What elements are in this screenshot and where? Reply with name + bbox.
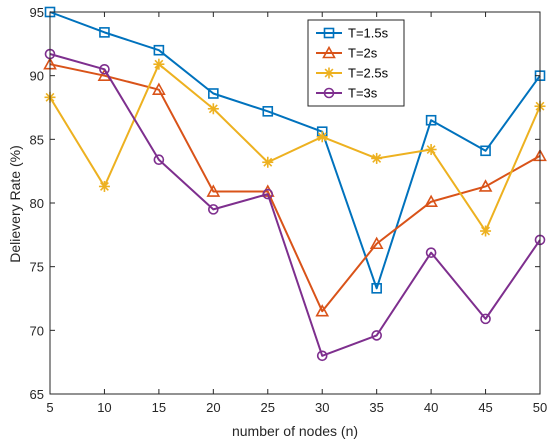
data-point (208, 88, 219, 99)
data-point (480, 225, 492, 237)
plot-area (43, 6, 547, 362)
legend-marker (323, 67, 335, 79)
legend-label: T=3s (348, 86, 378, 101)
x-tick-label: 30 (315, 400, 329, 415)
y-tick-label: 95 (30, 5, 44, 20)
legend-marker (323, 27, 335, 39)
legend-label: T=1.5s (348, 26, 389, 41)
data-point (371, 152, 383, 164)
data-point (98, 180, 110, 192)
x-tick-label: 20 (206, 400, 220, 415)
data-point (316, 131, 328, 143)
data-point (425, 144, 437, 156)
data-point (99, 27, 110, 38)
legend-item: T=2.5s (316, 66, 389, 81)
data-point (480, 145, 491, 157)
data-point (316, 350, 328, 362)
data-point (262, 188, 274, 200)
data-point (371, 283, 382, 294)
legend-item: T=1.5s (316, 26, 389, 41)
axes: 5 10 15 20 25 30 35 40 45 50 65 70 75 80 85 90 95 (30, 5, 548, 415)
legend-item: T=3s (316, 86, 378, 101)
x-tick-label: 5 (46, 400, 53, 415)
data-point (425, 247, 437, 258)
legend-label: T=2s (348, 46, 378, 61)
y-axis-label: Delievery Rate (%) (7, 145, 23, 262)
data-point (480, 313, 491, 325)
data-point (371, 330, 382, 341)
legend-marker (323, 87, 335, 99)
x-tick-label: 40 (424, 400, 438, 415)
data-point (153, 44, 165, 56)
data-point (153, 58, 165, 70)
x-tick-label: 15 (152, 400, 166, 415)
legend: T=1.5s T=2s T=2.5s T=3s (307, 19, 405, 107)
data-point (478, 179, 493, 192)
series-line (49, 63, 541, 313)
series-T=2s (43, 57, 547, 317)
legend-item: T=2s (316, 46, 378, 61)
series-line (49, 53, 541, 357)
data-point (262, 156, 274, 168)
y-tick-label: 80 (30, 196, 44, 211)
data-point (153, 154, 165, 166)
data-point (262, 106, 274, 117)
data-point (207, 103, 219, 115)
y-tick-label: 75 (30, 260, 44, 275)
y-tick-label: 90 (30, 69, 44, 84)
x-tick-label: 45 (478, 400, 492, 415)
x-tick-label: 10 (97, 400, 111, 415)
data-point (424, 194, 438, 208)
y-tick-label: 85 (30, 132, 44, 147)
data-point (369, 236, 384, 250)
x-tick-label: 50 (533, 400, 547, 415)
y-tick-label: 65 (30, 387, 44, 402)
x-tick-label: 25 (261, 400, 275, 415)
series-line (49, 63, 541, 233)
data-point (206, 184, 221, 197)
data-point (99, 64, 110, 75)
x-axis-label: number of nodes (n) (232, 423, 358, 439)
legend-label: T=2.5s (348, 66, 389, 81)
data-point (315, 304, 330, 317)
data-point (152, 82, 166, 95)
series-line (49, 11, 541, 290)
data-point (425, 114, 437, 126)
data-point (208, 204, 219, 215)
x-tick-label: 35 (369, 400, 383, 415)
legend-marker (322, 45, 336, 59)
y-tick-label: 70 (30, 323, 44, 338)
